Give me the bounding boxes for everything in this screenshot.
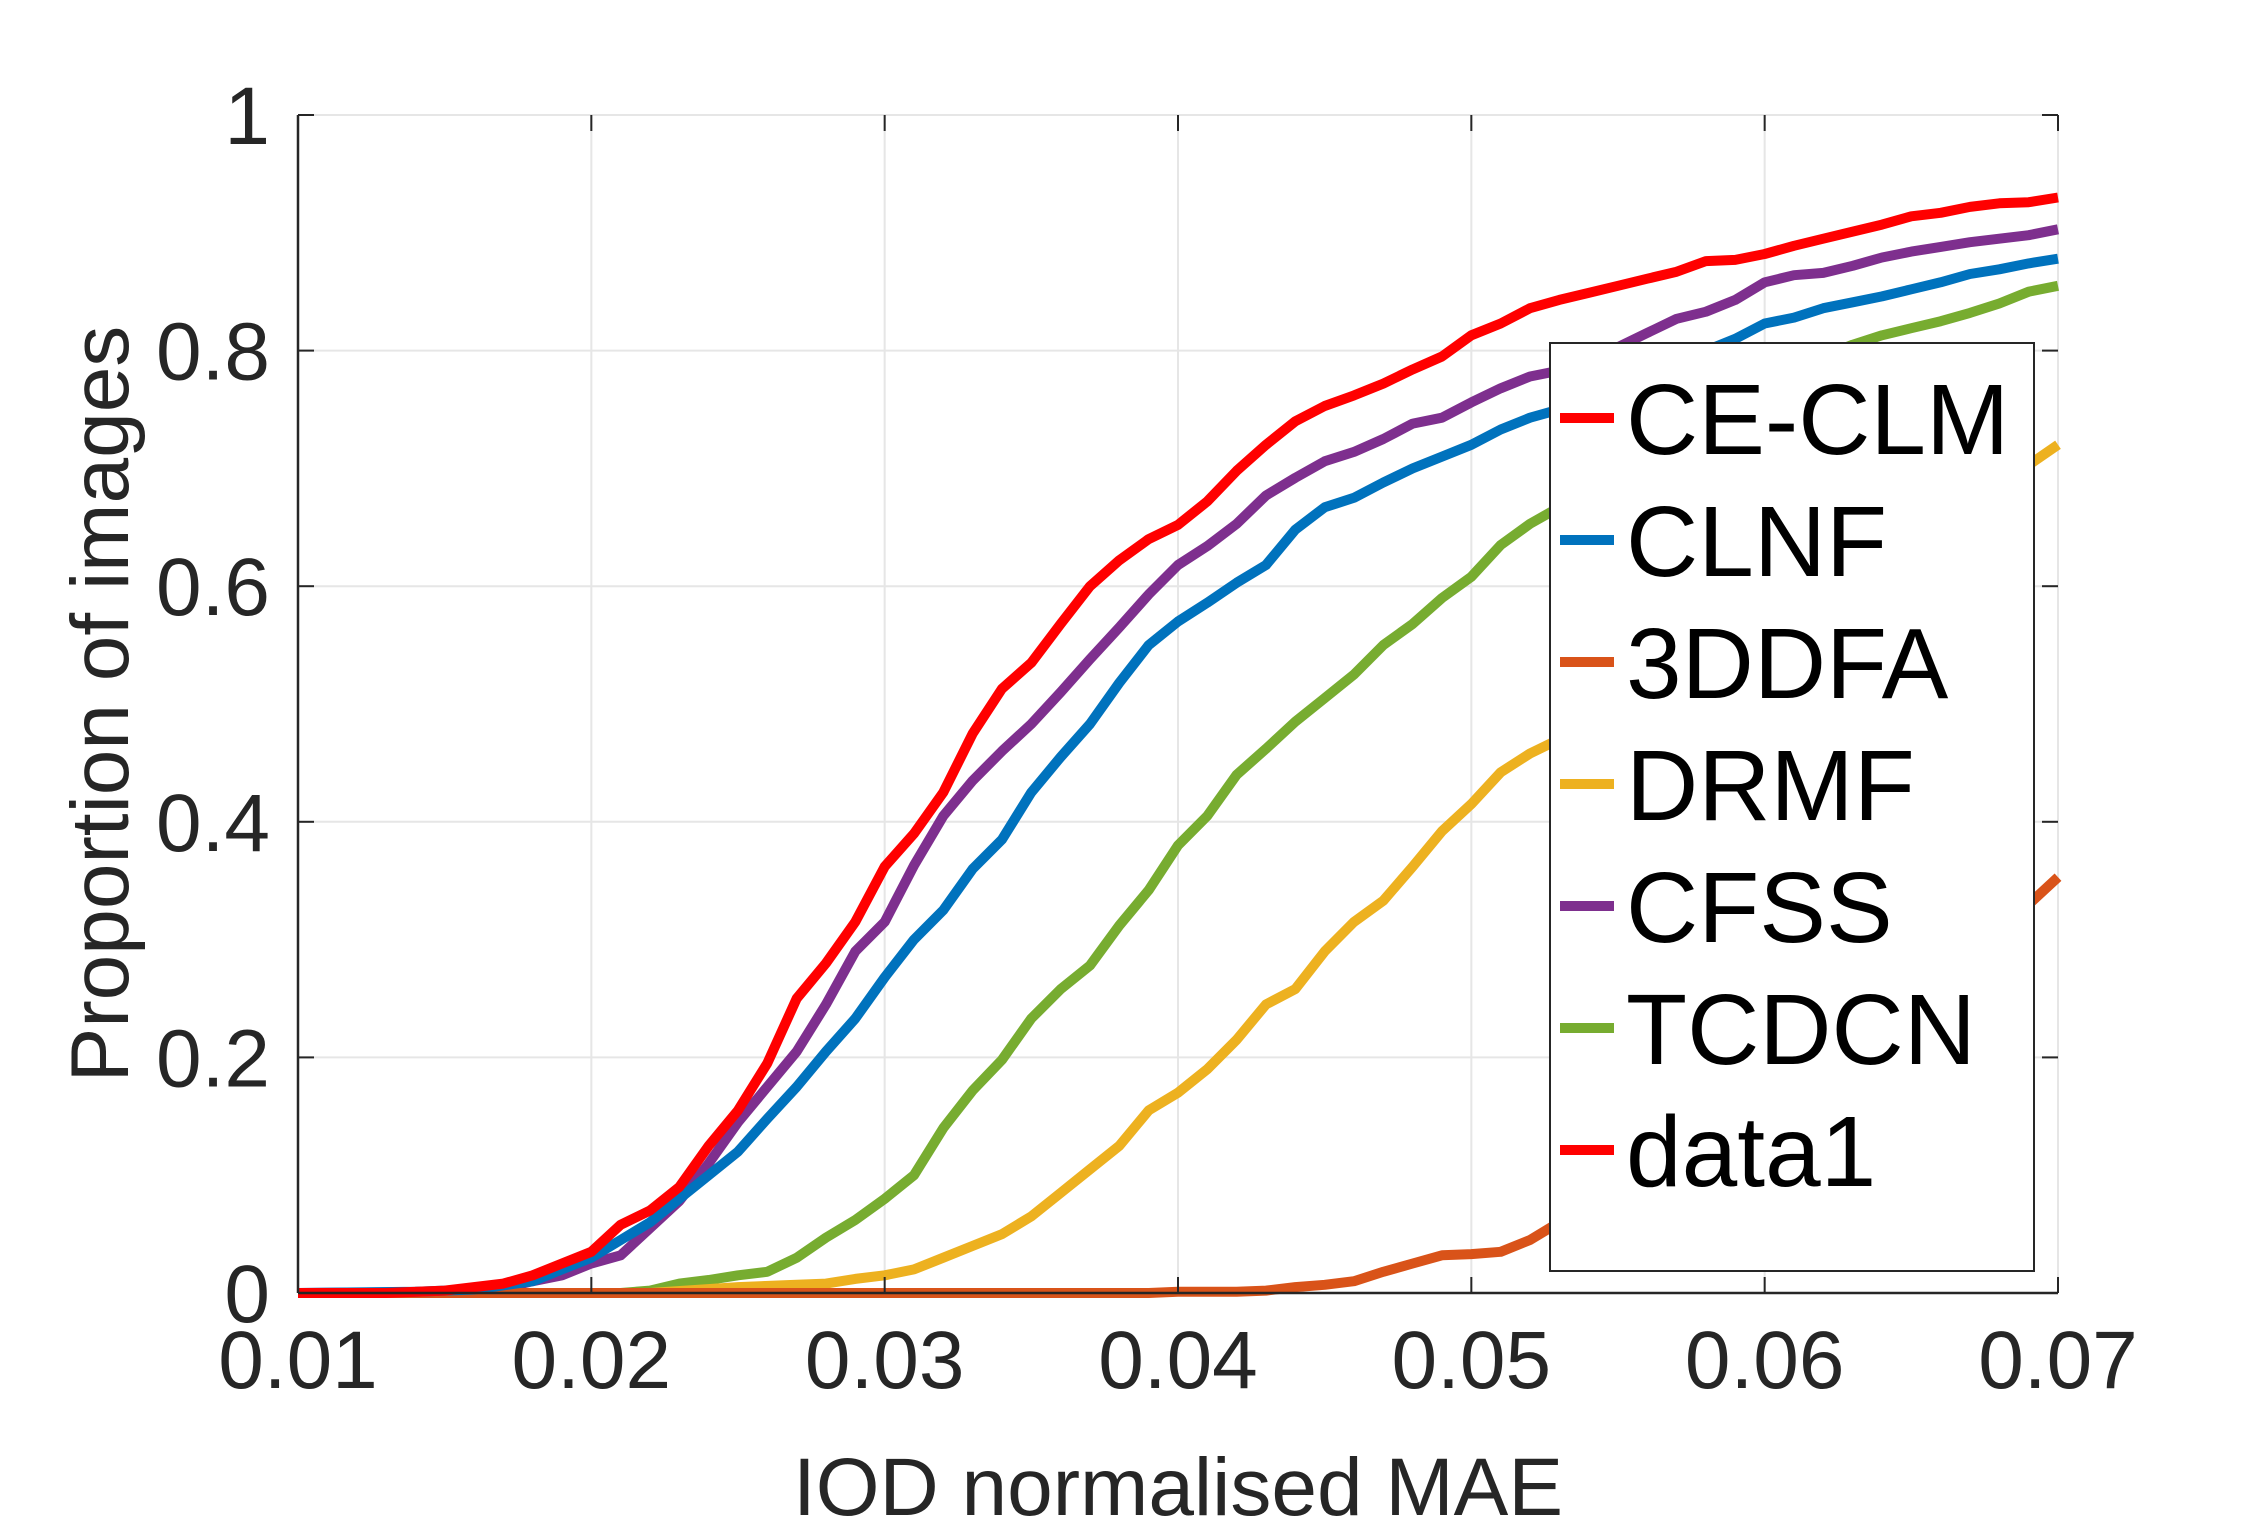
x-tick-label: 0.05 [1392, 1315, 1552, 1406]
axes [296, 114, 2059, 1295]
y-tick-label: 1 [224, 71, 270, 162]
series-line-ce-clm [298, 192, 2059, 1298]
legend-label: data1 [1626, 1096, 1876, 1208]
legend-label: CFSS [1626, 852, 1893, 964]
x-tick-label: 0.01 [218, 1315, 378, 1406]
legend-box [1549, 342, 2035, 1272]
x-tick-label: 0.02 [512, 1315, 672, 1406]
x-tick-label: 0.06 [1685, 1315, 1845, 1406]
y-tick-label: 0.8 [156, 307, 270, 398]
legend-label: CE-CLM [1626, 364, 2009, 476]
tick-labels: 0.01 0.02 0.03 0.04 0.05 0.06 0.07 0 0.2 0.4 0.6 0.… [156, 71, 2138, 1406]
x-tick-label: 0.03 [805, 1315, 965, 1406]
y-axis-title: Proportion of images [55, 326, 146, 1083]
x-axis-title: IOD normalised MAE [793, 1442, 1563, 1519]
y-tick-label: 0.2 [156, 1013, 270, 1104]
x-tick-label: 0.07 [1978, 1315, 2138, 1406]
y-tick-label: 0.4 [156, 778, 270, 869]
legend-label: TCDCN [1626, 974, 1976, 1086]
series-lines [297, 192, 2062, 1298]
legend-label: CLNF [1626, 486, 1887, 598]
legend-label: 3DDFA [1626, 608, 1949, 720]
y-tick-label: 0.6 [156, 542, 270, 633]
series-line-cfss [297, 224, 2059, 1298]
series-line-clnf [297, 253, 2059, 1298]
legend-label: DRMF [1626, 730, 1915, 842]
y-tick-label: 0 [224, 1249, 270, 1340]
x-tick-label: 0.04 [1098, 1315, 1258, 1406]
